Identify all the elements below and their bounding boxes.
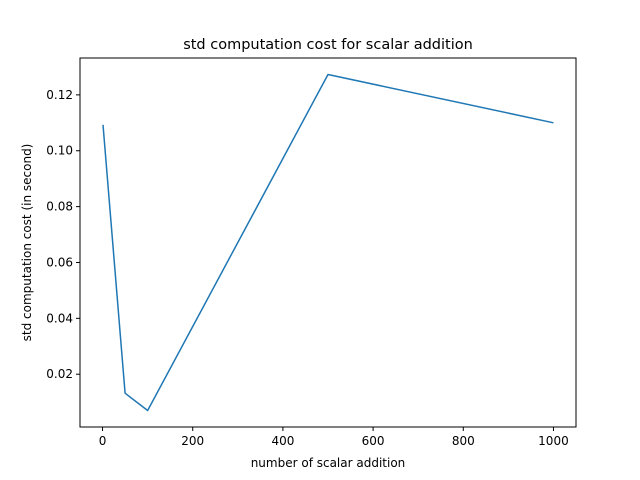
x-tick-label: 600 bbox=[362, 434, 385, 448]
x-axis-ticks: 0 200 400 600 800 1000 bbox=[99, 427, 569, 448]
y-axis-ticks: 0.02 0.04 0.06 0.08 0.10 0.12 bbox=[46, 88, 80, 381]
x-axis-label: number of scalar addition bbox=[251, 456, 406, 470]
series-layer bbox=[102, 73, 554, 412]
x-tick-label: 1000 bbox=[538, 434, 569, 448]
y-tick-label: 0.08 bbox=[46, 200, 73, 214]
chart-title: std computation cost for scalar addition bbox=[183, 37, 473, 53]
plot-frame bbox=[79, 57, 577, 428]
y-axis-label: std computation cost (in second) bbox=[20, 144, 34, 342]
series-line bbox=[102, 73, 554, 412]
x-tick-label: 200 bbox=[181, 434, 204, 448]
y-tick-label: 0.02 bbox=[46, 367, 73, 381]
y-tick-label: 0.06 bbox=[46, 255, 73, 269]
y-tick-label: 0.12 bbox=[46, 88, 73, 102]
plot-area: 0 200 400 600 800 1000 0.020.040.060.080.100.… bbox=[46, 57, 577, 448]
x-tick-label: 0 bbox=[99, 434, 107, 448]
x-tick-label: 800 bbox=[452, 434, 475, 448]
y-tick-label: 0.10 bbox=[46, 144, 73, 158]
x-tick-label: 400 bbox=[271, 434, 294, 448]
y-tick-label: 0.04 bbox=[46, 311, 73, 325]
